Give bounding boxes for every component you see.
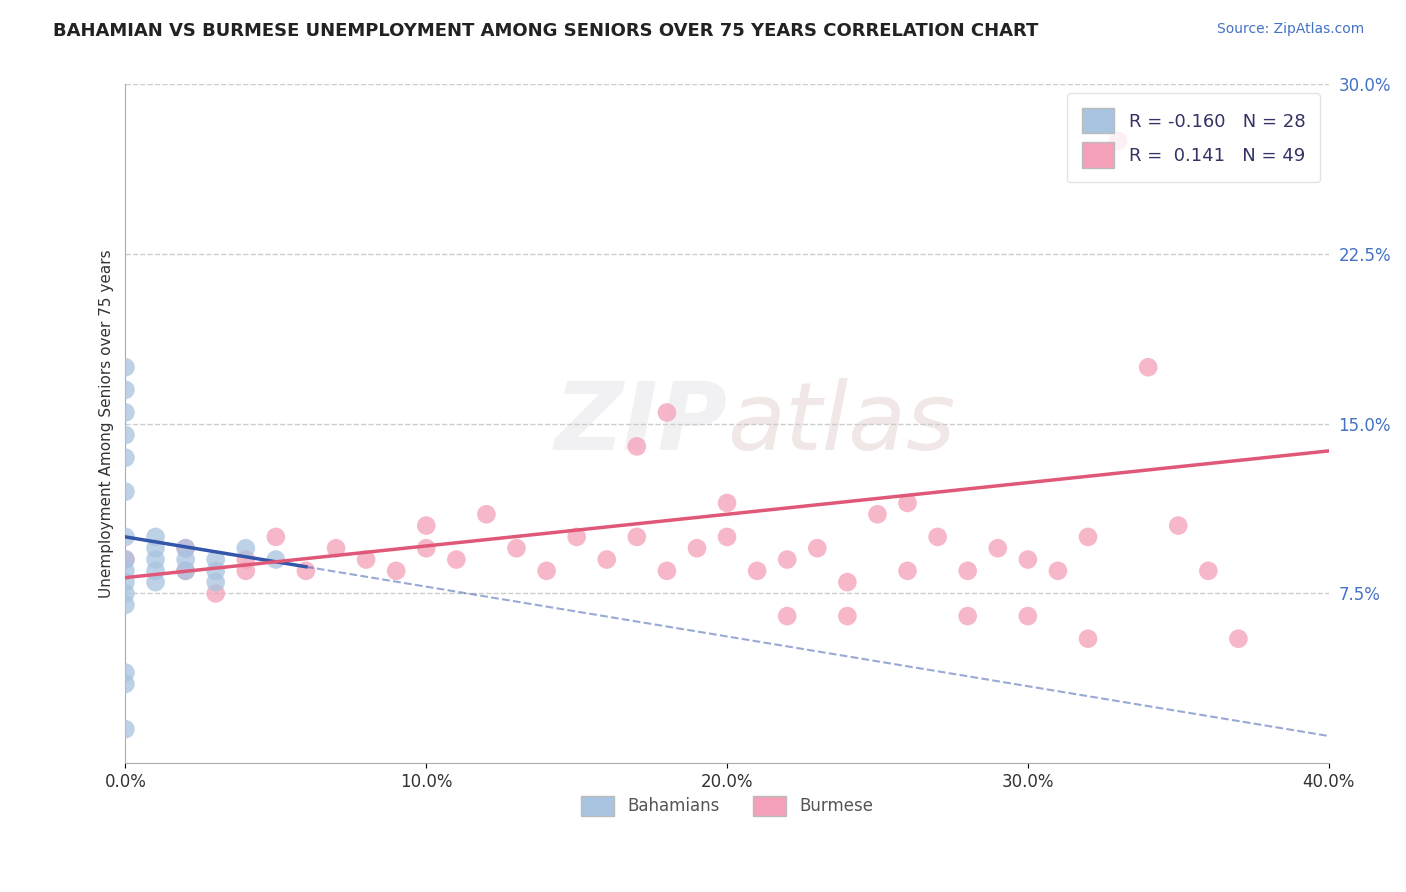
Point	[114, 722, 136, 736]
Text: atlas: atlas	[727, 378, 955, 469]
Point	[204, 552, 226, 566]
Point	[174, 564, 197, 578]
Point	[114, 428, 136, 442]
Point	[956, 564, 979, 578]
Point	[1167, 518, 1189, 533]
Point	[114, 383, 136, 397]
Point	[596, 552, 619, 566]
Point	[565, 530, 588, 544]
Point	[114, 564, 136, 578]
Point	[956, 609, 979, 624]
Point	[114, 530, 136, 544]
Point	[114, 665, 136, 680]
Point	[114, 598, 136, 612]
Point	[1017, 609, 1039, 624]
Point	[204, 575, 226, 590]
Point	[1017, 552, 1039, 566]
Point	[174, 541, 197, 556]
Point	[145, 530, 167, 544]
Point	[114, 586, 136, 600]
Point	[235, 541, 257, 556]
Point	[446, 552, 468, 566]
Point	[896, 564, 918, 578]
Point	[837, 609, 859, 624]
Point	[896, 496, 918, 510]
Point	[114, 484, 136, 499]
Text: ZIP: ZIP	[554, 378, 727, 470]
Point	[114, 575, 136, 590]
Point	[626, 439, 648, 453]
Point	[264, 552, 287, 566]
Point	[114, 677, 136, 691]
Point	[1227, 632, 1250, 646]
Point	[1077, 530, 1099, 544]
Point	[1137, 360, 1160, 375]
Point	[235, 564, 257, 578]
Point	[145, 564, 167, 578]
Point	[1046, 564, 1069, 578]
Text: Source: ZipAtlas.com: Source: ZipAtlas.com	[1216, 22, 1364, 37]
Point	[145, 541, 167, 556]
Point	[1197, 564, 1219, 578]
Point	[747, 564, 769, 578]
Point	[536, 564, 558, 578]
Point	[987, 541, 1010, 556]
Text: BAHAMIAN VS BURMESE UNEMPLOYMENT AMONG SENIORS OVER 75 YEARS CORRELATION CHART: BAHAMIAN VS BURMESE UNEMPLOYMENT AMONG S…	[53, 22, 1039, 40]
Point	[866, 508, 889, 522]
Point	[264, 530, 287, 544]
Point	[145, 575, 167, 590]
Point	[204, 564, 226, 578]
Point	[114, 405, 136, 419]
Point	[385, 564, 408, 578]
Point	[806, 541, 828, 556]
Point	[716, 530, 738, 544]
Point	[145, 552, 167, 566]
Point	[354, 552, 377, 566]
Point	[325, 541, 347, 556]
Point	[626, 530, 648, 544]
Point	[114, 360, 136, 375]
Point	[1077, 632, 1099, 646]
Point	[204, 586, 226, 600]
Point	[655, 405, 678, 419]
Y-axis label: Unemployment Among Seniors over 75 years: Unemployment Among Seniors over 75 years	[100, 250, 114, 599]
Point	[415, 518, 437, 533]
Point	[114, 552, 136, 566]
Point	[114, 552, 136, 566]
Point	[1107, 134, 1129, 148]
Legend: Bahamians, Burmese: Bahamians, Burmese	[574, 789, 880, 822]
Point	[927, 530, 949, 544]
Point	[716, 496, 738, 510]
Point	[174, 552, 197, 566]
Point	[114, 450, 136, 465]
Point	[235, 552, 257, 566]
Point	[415, 541, 437, 556]
Point	[475, 508, 498, 522]
Point	[655, 564, 678, 578]
Point	[776, 552, 799, 566]
Point	[837, 575, 859, 590]
Point	[174, 564, 197, 578]
Point	[174, 541, 197, 556]
Point	[686, 541, 709, 556]
Point	[776, 609, 799, 624]
Point	[295, 564, 318, 578]
Point	[505, 541, 527, 556]
